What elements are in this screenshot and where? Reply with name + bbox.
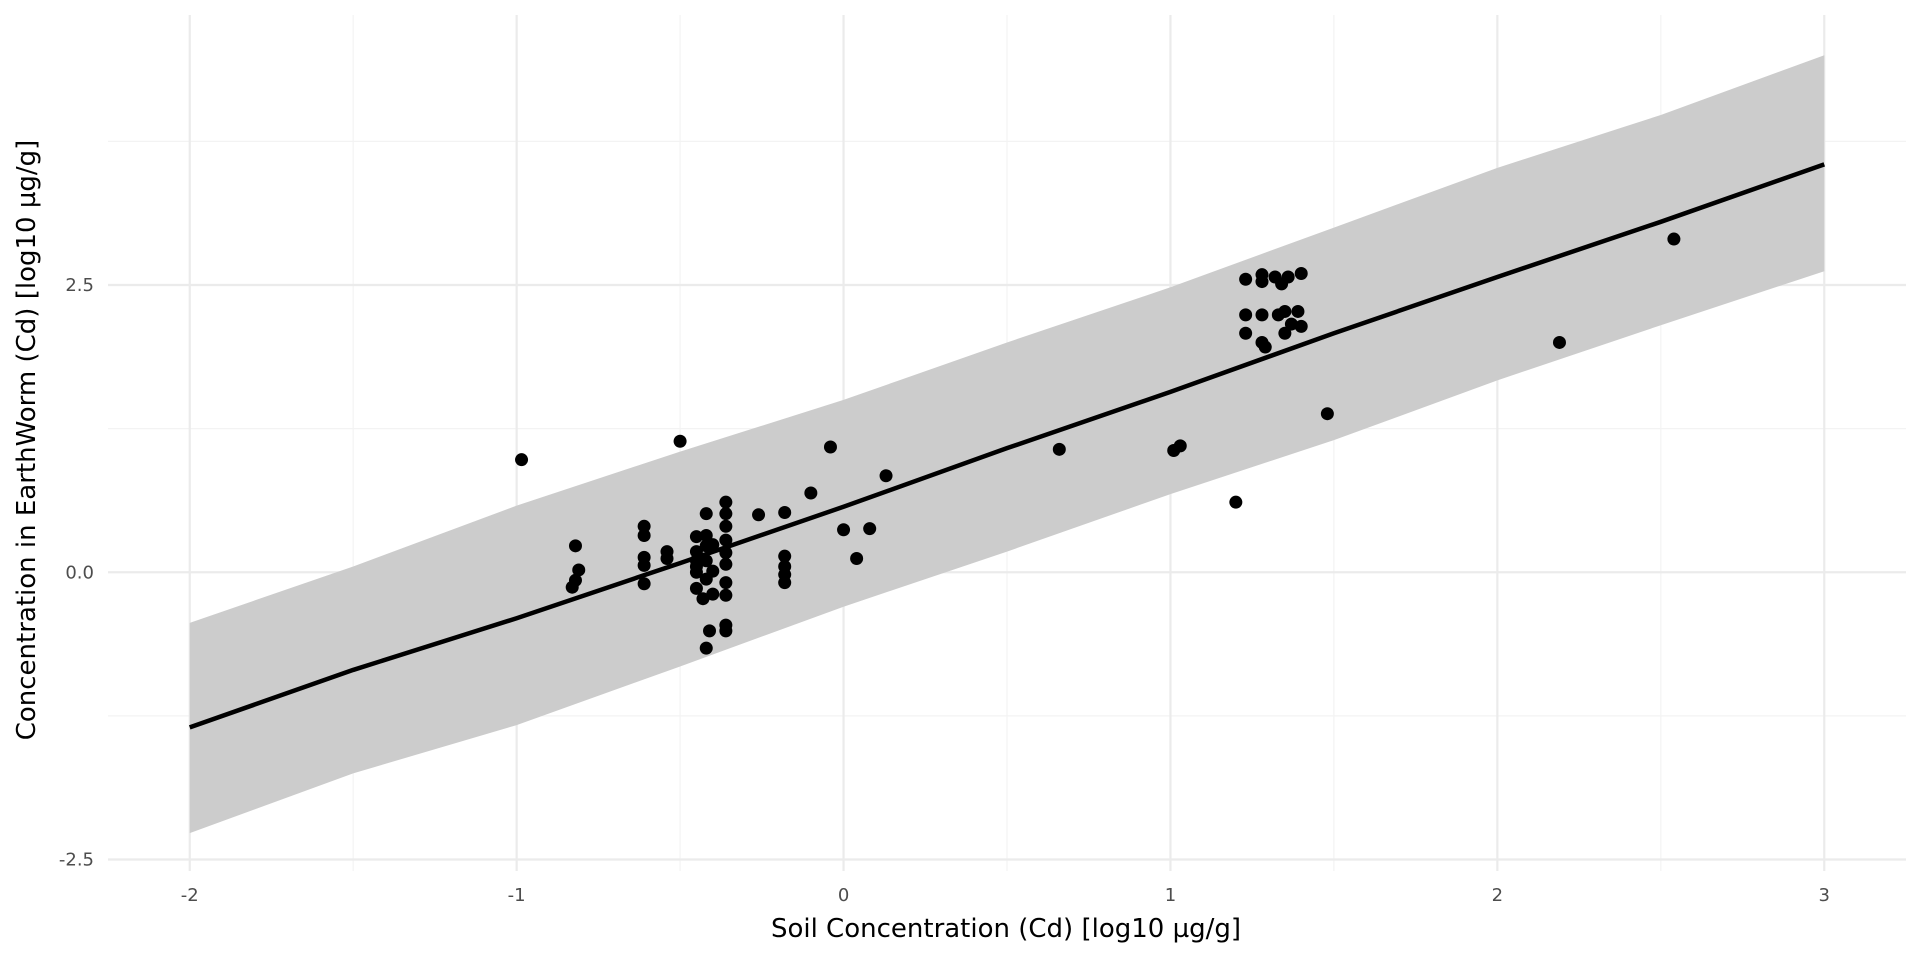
data-point bbox=[837, 523, 851, 537]
data-point bbox=[706, 587, 720, 601]
data-point bbox=[689, 565, 703, 579]
data-point bbox=[565, 580, 579, 594]
data-point bbox=[703, 624, 717, 638]
data-point bbox=[1294, 267, 1308, 281]
data-point bbox=[879, 469, 893, 483]
data-point bbox=[850, 551, 864, 565]
data-point bbox=[778, 576, 792, 590]
data-point bbox=[719, 557, 733, 571]
data-point bbox=[1239, 326, 1253, 340]
data-point bbox=[719, 495, 733, 509]
data-point bbox=[1239, 308, 1253, 322]
y-tick-label: 2.5 bbox=[65, 275, 94, 296]
data-point bbox=[689, 530, 703, 544]
data-point bbox=[1278, 304, 1292, 318]
data-point bbox=[689, 581, 703, 595]
x-tick-label: 3 bbox=[1819, 885, 1830, 906]
y-tick-label: -2.5 bbox=[59, 850, 94, 871]
x-tick-label: 1 bbox=[1165, 885, 1176, 906]
data-point bbox=[1255, 308, 1269, 322]
data-point bbox=[1255, 275, 1269, 289]
data-point bbox=[637, 558, 651, 572]
data-point bbox=[752, 508, 766, 522]
prediction-band bbox=[189, 55, 1825, 834]
data-point bbox=[1667, 232, 1681, 246]
data-point bbox=[1320, 407, 1334, 421]
y-tick-label: 0.0 bbox=[65, 562, 94, 583]
data-point bbox=[719, 533, 733, 547]
data-point bbox=[1258, 340, 1272, 354]
data-point bbox=[778, 506, 792, 520]
data-point bbox=[1284, 317, 1298, 331]
x-tick-labels: -2 -1 0 1 2 3 bbox=[181, 885, 1830, 906]
data-point bbox=[804, 486, 818, 500]
y-tick-labels: -2.5 0.0 2.5 bbox=[59, 275, 94, 870]
data-point bbox=[1173, 439, 1187, 453]
data-point bbox=[660, 551, 674, 565]
fit-line bbox=[188, 162, 1826, 730]
data-point bbox=[778, 549, 792, 563]
data-point bbox=[863, 522, 877, 536]
data-point bbox=[572, 563, 586, 577]
data-point bbox=[696, 592, 710, 606]
x-axis-title: Soil Concentration (Cd) [log10 µg/g] bbox=[771, 914, 1241, 944]
data-point bbox=[1239, 272, 1253, 286]
data-point bbox=[699, 641, 713, 655]
data-point bbox=[1052, 442, 1066, 456]
data-point bbox=[568, 539, 582, 553]
data-point bbox=[673, 434, 687, 448]
data-point bbox=[515, 453, 529, 467]
data-point bbox=[699, 528, 713, 542]
data-point bbox=[706, 538, 720, 552]
y-axis-title: Concentration in EarthWorm (Cd) [log10 µ… bbox=[12, 140, 42, 741]
data-point bbox=[699, 554, 713, 568]
data-point bbox=[637, 519, 651, 533]
data-point bbox=[1229, 495, 1243, 509]
data-points bbox=[515, 232, 1681, 655]
data-point bbox=[823, 440, 837, 454]
data-point bbox=[719, 546, 733, 560]
data-point bbox=[719, 588, 733, 602]
data-point bbox=[699, 507, 713, 521]
data-point bbox=[689, 545, 703, 559]
data-point bbox=[706, 564, 720, 578]
data-point bbox=[1281, 270, 1295, 284]
data-point bbox=[1278, 326, 1292, 340]
x-tick-label: -2 bbox=[181, 885, 199, 906]
data-point bbox=[1294, 319, 1308, 333]
data-point bbox=[1552, 335, 1566, 349]
data-point bbox=[637, 577, 651, 591]
data-point bbox=[719, 576, 733, 590]
x-tick-label: -1 bbox=[508, 885, 526, 906]
data-point bbox=[1291, 304, 1305, 318]
data-point bbox=[719, 507, 733, 521]
data-point bbox=[719, 624, 733, 638]
data-point bbox=[719, 519, 733, 533]
x-tick-label: 0 bbox=[838, 885, 849, 906]
data-point bbox=[637, 528, 651, 542]
x-tick-label: 2 bbox=[1492, 885, 1503, 906]
